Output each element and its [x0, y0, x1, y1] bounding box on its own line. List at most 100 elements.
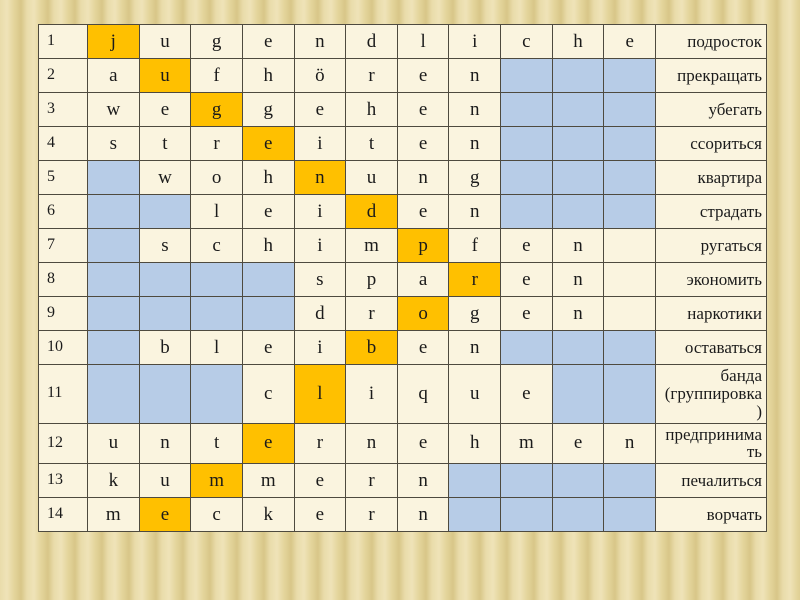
highlighted-letter-cell: b: [346, 331, 397, 364]
letter-cell: l: [191, 331, 242, 364]
letter-cell: m: [242, 464, 294, 498]
row-number: 8: [39, 263, 87, 296]
row-number: 3: [39, 93, 87, 126]
letter-cell: l: [191, 195, 242, 228]
letter-cell: w: [139, 161, 191, 194]
letter-cell: k: [88, 464, 139, 498]
empty-cell-blue: [501, 161, 552, 194]
row-number: 1: [39, 25, 87, 58]
empty-cell-blue: [191, 297, 242, 330]
empty-cell-blue: [501, 498, 552, 532]
empty-cell: [604, 229, 655, 262]
letter-cell: n: [449, 127, 501, 160]
highlighted-letter-cell: r: [449, 263, 501, 296]
empty-cell-blue: [604, 464, 655, 498]
letter-cell: n: [139, 423, 191, 464]
letter-cell: n: [397, 161, 449, 194]
letter-cell: o: [191, 161, 242, 194]
letter-cell: u: [139, 25, 191, 58]
empty-cell-blue: [604, 127, 655, 160]
letter-cell: e: [397, 195, 449, 228]
letter-cell: s: [139, 229, 191, 262]
letter-cell: n: [449, 93, 501, 126]
empty-cell-blue: [552, 498, 604, 532]
letter-cell: n: [397, 498, 449, 532]
highlighted-letter-cell: l: [294, 365, 346, 423]
letter-cell: h: [242, 161, 294, 194]
letter-cell: i: [294, 195, 346, 228]
empty-cell-blue: [552, 161, 604, 194]
empty-cell-blue: [139, 365, 191, 423]
clue-cell: прекращать: [656, 59, 766, 92]
letter-cell: u: [449, 365, 501, 423]
clue-cell: наркотики: [656, 297, 766, 330]
letter-cell: e: [501, 297, 552, 330]
letter-cell: b: [139, 331, 191, 364]
letter-cell: e: [501, 263, 552, 296]
letter-cell: c: [501, 25, 552, 58]
empty-cell-blue: [552, 464, 604, 498]
letter-cell: g: [449, 161, 501, 194]
letter-cell: t: [139, 127, 191, 160]
letter-cell: r: [346, 498, 397, 532]
letter-cell: f: [449, 229, 501, 262]
empty-cell-blue: [552, 127, 604, 160]
empty-cell-blue: [604, 498, 655, 532]
letter-cell: s: [294, 263, 346, 296]
crossword-table: 1 j u g e n d l i c h e подросток 2 a u f h ö r e n прекращать…: [38, 24, 767, 533]
letter-cell: n: [397, 464, 449, 498]
row-number: 11: [39, 365, 87, 423]
empty-cell-blue: [139, 263, 191, 296]
clue-cell: ворчать: [656, 498, 766, 532]
letter-cell: e: [552, 423, 604, 464]
row-number: 2: [39, 59, 87, 92]
highlighted-letter-cell: n: [294, 161, 346, 194]
letter-cell: h: [346, 93, 397, 126]
letter-cell: u: [346, 161, 397, 194]
letter-cell: ö: [294, 59, 346, 92]
clue-cell: страдать: [656, 195, 766, 228]
clue-cell: подросток: [656, 25, 766, 58]
highlighted-letter-cell: o: [397, 297, 449, 330]
empty-cell-blue: [604, 161, 655, 194]
letter-cell: e: [294, 464, 346, 498]
letter-cell: c: [242, 365, 294, 423]
clue-cell: банда (группировка): [656, 365, 766, 423]
letter-cell: c: [191, 229, 242, 262]
letter-cell: h: [242, 59, 294, 92]
letter-cell: i: [346, 365, 397, 423]
letter-cell: e: [397, 127, 449, 160]
letter-cell: n: [552, 229, 604, 262]
empty-cell-blue: [88, 195, 139, 228]
letter-cell: h: [552, 25, 604, 58]
letter-cell: r: [346, 59, 397, 92]
letter-cell: a: [397, 263, 449, 296]
letter-cell: t: [346, 127, 397, 160]
letter-cell: n: [449, 59, 501, 92]
empty-cell-blue: [552, 365, 604, 423]
empty-cell-blue: [449, 464, 501, 498]
letter-cell: g: [449, 297, 501, 330]
letter-cell: e: [397, 423, 449, 464]
clue-cell: печалиться: [656, 464, 766, 498]
letter-cell: k: [242, 498, 294, 532]
empty-cell-blue: [552, 331, 604, 364]
empty-cell-blue: [501, 127, 552, 160]
empty-cell-blue: [88, 297, 139, 330]
letter-cell: q: [397, 365, 449, 423]
highlighted-letter-cell: g: [191, 93, 242, 126]
clue-cell: ссориться: [656, 127, 766, 160]
letter-cell: t: [191, 423, 242, 464]
letter-cell: r: [346, 297, 397, 330]
empty-cell-blue: [552, 195, 604, 228]
letter-cell: c: [191, 498, 242, 532]
empty-cell-blue: [604, 59, 655, 92]
empty-cell-blue: [139, 297, 191, 330]
letter-cell: n: [346, 423, 397, 464]
row-number: 6: [39, 195, 87, 228]
clue-cell: оставаться: [656, 331, 766, 364]
letter-cell: g: [242, 93, 294, 126]
empty-cell-blue: [449, 498, 501, 532]
letter-cell: e: [397, 331, 449, 364]
letter-cell: m: [88, 498, 139, 532]
